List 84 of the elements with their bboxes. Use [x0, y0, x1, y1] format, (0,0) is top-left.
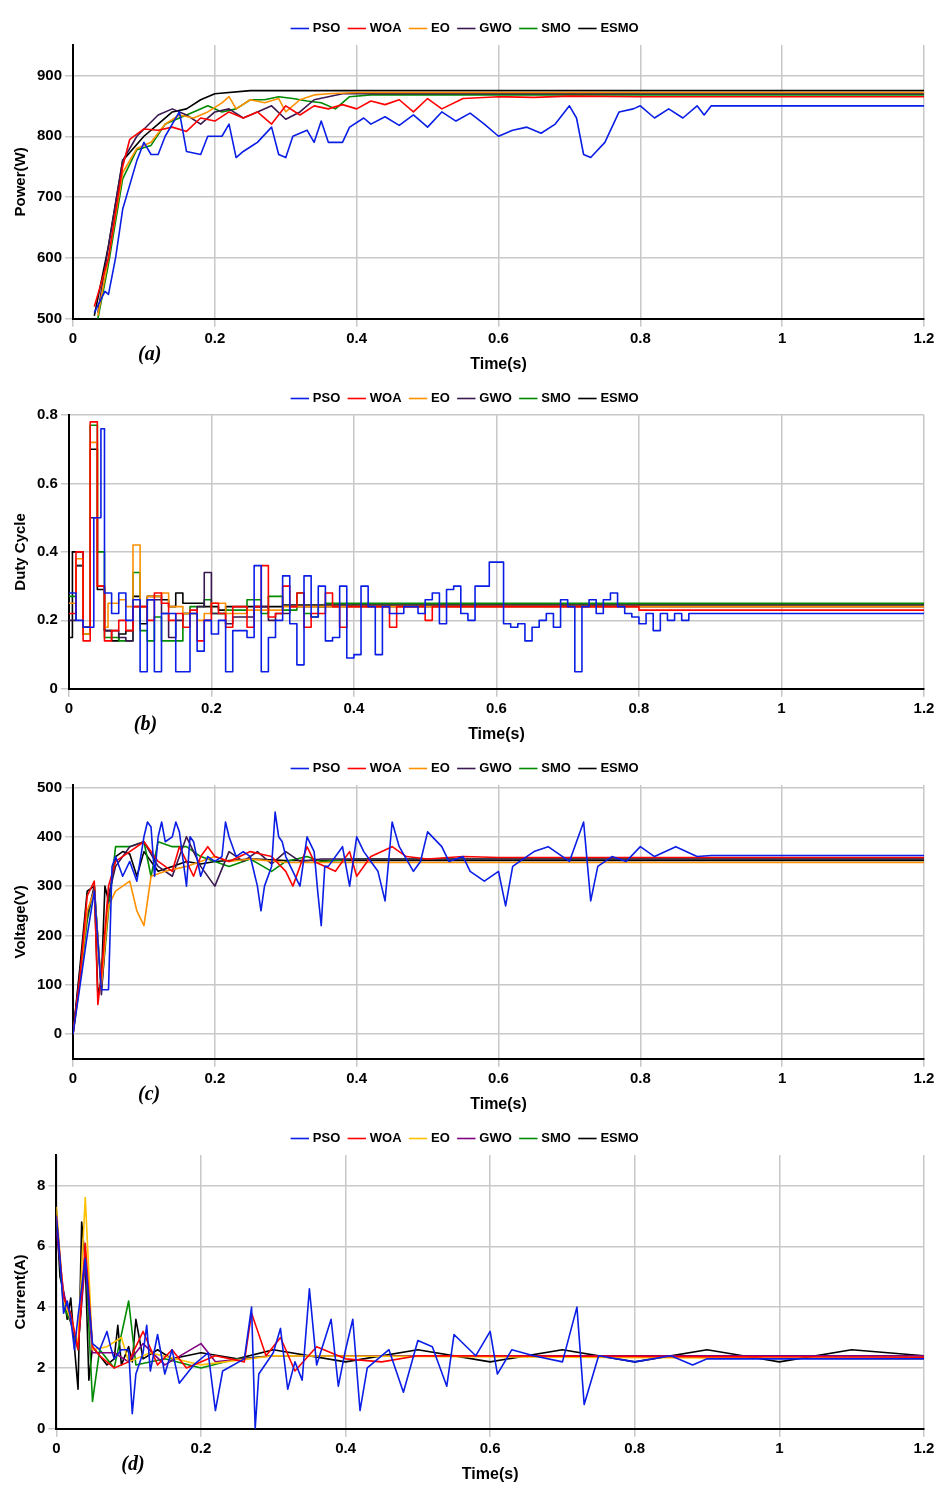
- legend-label: EO: [431, 390, 450, 406]
- text: (b): [133, 711, 158, 735]
- legend-label: WOA: [369, 390, 403, 406]
- x-tick-label: 0.6: [479, 1438, 501, 1456]
- y-tick-label: 0: [37, 1418, 46, 1436]
- y-tick-label: 0.6: [36, 473, 58, 491]
- legend-label: ESMO: [600, 20, 639, 36]
- x-axis-title: Time(s): [461, 1464, 519, 1482]
- x-tick-label: 0: [68, 328, 78, 346]
- x-tick-label: 1: [778, 328, 787, 346]
- legend-label: WOA: [369, 1130, 403, 1146]
- legend-label: PSO: [312, 760, 341, 776]
- x-tick-label: 0.6: [488, 328, 509, 346]
- x-tick-label: 0.2: [204, 328, 226, 346]
- legend-label: PSO: [312, 20, 341, 36]
- x-tick-label: 0.8: [629, 1068, 651, 1086]
- x-tick-label: 0.4: [343, 698, 365, 716]
- legend-label: EO: [431, 760, 450, 776]
- y-tick-label: 0.4: [36, 542, 59, 560]
- x-tick-label: 1: [778, 1068, 787, 1086]
- y-tick-label: 800: [37, 126, 63, 144]
- x-axis-title: Time(s): [470, 354, 527, 372]
- x-tick-label: 0.4: [346, 328, 368, 346]
- x-tick-label: 1: [777, 698, 786, 716]
- x-tick-label: 0.8: [624, 1438, 646, 1456]
- legend-label: GWO: [479, 760, 512, 776]
- x-tick-label: 0.2: [190, 1438, 212, 1456]
- text: (a): [138, 341, 162, 365]
- legend-label: ESMO: [600, 390, 639, 406]
- legend-label: WOA: [369, 760, 403, 776]
- y-tick-label: 0.2: [36, 610, 58, 628]
- x-tick-label: 0: [68, 1068, 78, 1086]
- x-axis-title: Time(s): [470, 1094, 527, 1112]
- x-tick-label: 0.8: [629, 328, 651, 346]
- y-axis-title: Current(A): [11, 1254, 29, 1330]
- legend-label: EO: [431, 1130, 450, 1146]
- text: (d): [121, 1451, 145, 1475]
- legend-label: ESMO: [600, 760, 639, 776]
- x-tick-label: 1.2: [913, 1068, 935, 1086]
- y-tick-label: 8: [37, 1175, 46, 1193]
- text: (c): [138, 1081, 161, 1105]
- y-tick-label: 500: [37, 777, 63, 795]
- y-tick-label: 6: [37, 1236, 46, 1254]
- legend-label: SMO: [541, 390, 571, 406]
- y-axis-title: Voltage(V): [11, 885, 29, 959]
- legend-label: SMO: [541, 760, 571, 776]
- y-tick-label: 300: [37, 876, 63, 894]
- y-tick-label: 200: [37, 925, 63, 943]
- legend-label: PSO: [312, 390, 341, 406]
- y-tick-label: 4: [37, 1297, 46, 1315]
- x-tick-label: 0.8: [628, 698, 650, 716]
- x-tick-label: 0.6: [488, 1068, 509, 1086]
- y-tick-label: 100: [37, 974, 63, 992]
- x-tick-label: 0: [64, 698, 74, 716]
- legend-label: ESMO: [600, 1130, 639, 1146]
- y-tick-label: 0: [49, 678, 58, 696]
- x-tick-label: 1.2: [913, 1438, 935, 1456]
- legend-label: PSO: [312, 1130, 341, 1146]
- x-tick-label: 0.2: [200, 698, 222, 716]
- x-tick-label: 0.6: [486, 698, 507, 716]
- y-axis-title: Power(W): [11, 147, 29, 217]
- legend-label: GWO: [479, 1130, 512, 1146]
- y-tick-label: 500: [37, 308, 63, 326]
- y-tick-label: 900: [37, 65, 63, 83]
- x-axis-title: Time(s): [468, 724, 525, 742]
- x-tick-label: 0.2: [204, 1068, 226, 1086]
- y-tick-label: 2: [37, 1358, 46, 1376]
- legend-label: SMO: [541, 1130, 571, 1146]
- y-tick-label: 0: [53, 1024, 63, 1042]
- y-tick-label: 0.8: [36, 405, 58, 423]
- x-tick-label: 1.2: [913, 698, 935, 716]
- x-tick-label: 1.2: [913, 328, 935, 346]
- x-tick-label: 0.4: [346, 1068, 368, 1086]
- legend-label: GWO: [479, 20, 512, 36]
- legend-label: WOA: [369, 20, 403, 36]
- y-axis-title: Duty Cycle: [11, 513, 29, 591]
- legend-label: EO: [431, 20, 450, 36]
- x-tick-label: 0.4: [335, 1438, 357, 1456]
- y-tick-label: 600: [37, 248, 63, 266]
- x-tick-label: 1: [775, 1438, 784, 1456]
- legend-label: GWO: [479, 390, 512, 406]
- legend-label: SMO: [541, 20, 571, 36]
- y-tick-label: 700: [37, 187, 63, 205]
- y-tick-label: 400: [37, 826, 63, 844]
